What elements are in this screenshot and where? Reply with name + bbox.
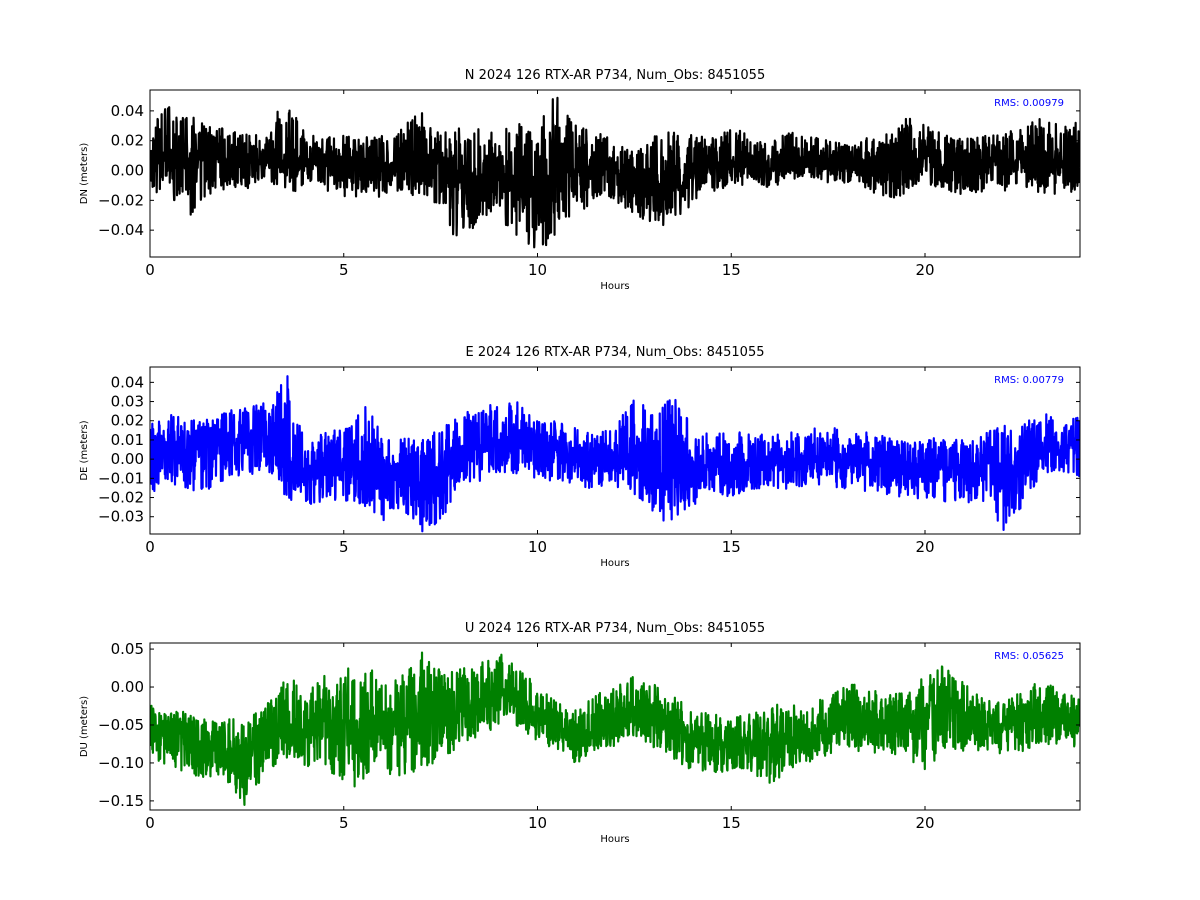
x-tick-label: 5 xyxy=(339,538,349,556)
y-tick-label: 0.02 xyxy=(111,132,144,150)
y-tick-labels: −0.03−0.02 −0.010.000.010.020.03 0.04 xyxy=(98,373,144,525)
x-tick-label: 10 xyxy=(528,261,547,279)
y-tick-label: −0.15 xyxy=(98,792,144,810)
y-tick-label: 0.00 xyxy=(111,162,144,180)
y-axis-label: DN (meters) xyxy=(79,143,90,205)
x-tick-label: 20 xyxy=(915,814,934,832)
y-tick-label: 0.01 xyxy=(111,431,144,449)
x-tick-label: 20 xyxy=(915,261,934,279)
x-tick-labels: 0 5 10 15 20 xyxy=(145,261,934,279)
y-axis-label: DE (meters) xyxy=(79,420,90,480)
x-tick-label: 15 xyxy=(722,538,741,556)
y-tick-label: −0.03 xyxy=(98,508,144,526)
axes-frame xyxy=(149,642,1081,811)
x-axis-label: Hours xyxy=(600,281,629,292)
data-line xyxy=(150,96,1080,249)
rms-annotation: RMS: 0.00779 xyxy=(994,375,1064,386)
panel-east: E 2024 126 RTX-AR P734, Num_Obs: 8451055… xyxy=(79,345,1081,569)
x-tick-label: 5 xyxy=(339,261,349,279)
panel-title: E 2024 126 RTX-AR P734, Num_Obs: 8451055 xyxy=(466,345,765,360)
rms-annotation: RMS: 0.05625 xyxy=(994,651,1064,662)
y-tick-label: −0.05 xyxy=(98,716,144,734)
x-tick-label: 10 xyxy=(528,538,547,556)
data-trace-north xyxy=(150,96,1080,249)
y-tick-label: 0.04 xyxy=(111,373,144,391)
y-tick-label: −0.04 xyxy=(98,221,144,239)
y-tick-label: 0.04 xyxy=(111,102,144,120)
data-line xyxy=(150,375,1080,533)
x-tick-label: 5 xyxy=(339,814,349,832)
x-tick-label: 20 xyxy=(915,538,934,556)
x-tick-label: 0 xyxy=(145,814,155,832)
x-axis-label: Hours xyxy=(600,558,629,569)
panel-up: U 2024 126 RTX-AR P734, Num_Obs: 8451055… xyxy=(79,621,1081,845)
x-tick-label: 15 xyxy=(722,814,741,832)
y-axis-label: DU (meters) xyxy=(79,696,90,757)
y-tick-label: 0.03 xyxy=(111,393,144,411)
y-tick-label: 0.02 xyxy=(111,412,144,430)
x-tick-labels: 0 5 10 15 20 xyxy=(145,814,934,832)
y-tick-label: −0.02 xyxy=(98,489,144,507)
tick-marks xyxy=(149,90,1080,257)
rms-annotation: RMS: 0.00979 xyxy=(994,98,1064,109)
x-tick-labels: 0 5 10 15 20 xyxy=(145,538,934,556)
y-tick-label: 0.00 xyxy=(111,450,144,468)
panel-north: N 2024 126 RTX-AR P734, Num_Obs: 8451055… xyxy=(79,68,1081,292)
x-tick-label: 15 xyxy=(722,261,741,279)
data-trace-up xyxy=(150,651,1080,806)
x-tick-label: 0 xyxy=(145,261,155,279)
y-tick-label: −0.02 xyxy=(98,191,144,209)
y-tick-label: −0.10 xyxy=(98,754,144,772)
tick-marks xyxy=(149,643,1080,810)
y-tick-labels: −0.15 −0.10 −0.05 0.00 0.05 xyxy=(98,640,144,810)
y-tick-label: 0.00 xyxy=(111,678,144,696)
data-trace-east xyxy=(150,375,1080,533)
x-tick-label: 0 xyxy=(145,538,155,556)
x-tick-label: 10 xyxy=(528,814,547,832)
axes-frame xyxy=(149,89,1081,258)
y-tick-label: −0.01 xyxy=(98,469,144,487)
y-tick-labels: −0.04 −0.02 0.00 0.02 0.04 xyxy=(98,102,144,239)
panel-title: N 2024 126 RTX-AR P734, Num_Obs: 8451055 xyxy=(465,68,765,83)
y-tick-label: 0.05 xyxy=(111,640,144,658)
axes-frame xyxy=(149,366,1081,535)
tick-marks xyxy=(149,367,1080,534)
x-axis-label: Hours xyxy=(600,834,629,845)
data-line xyxy=(150,651,1080,806)
panel-title: U 2024 126 RTX-AR P734, Num_Obs: 8451055 xyxy=(465,621,765,636)
